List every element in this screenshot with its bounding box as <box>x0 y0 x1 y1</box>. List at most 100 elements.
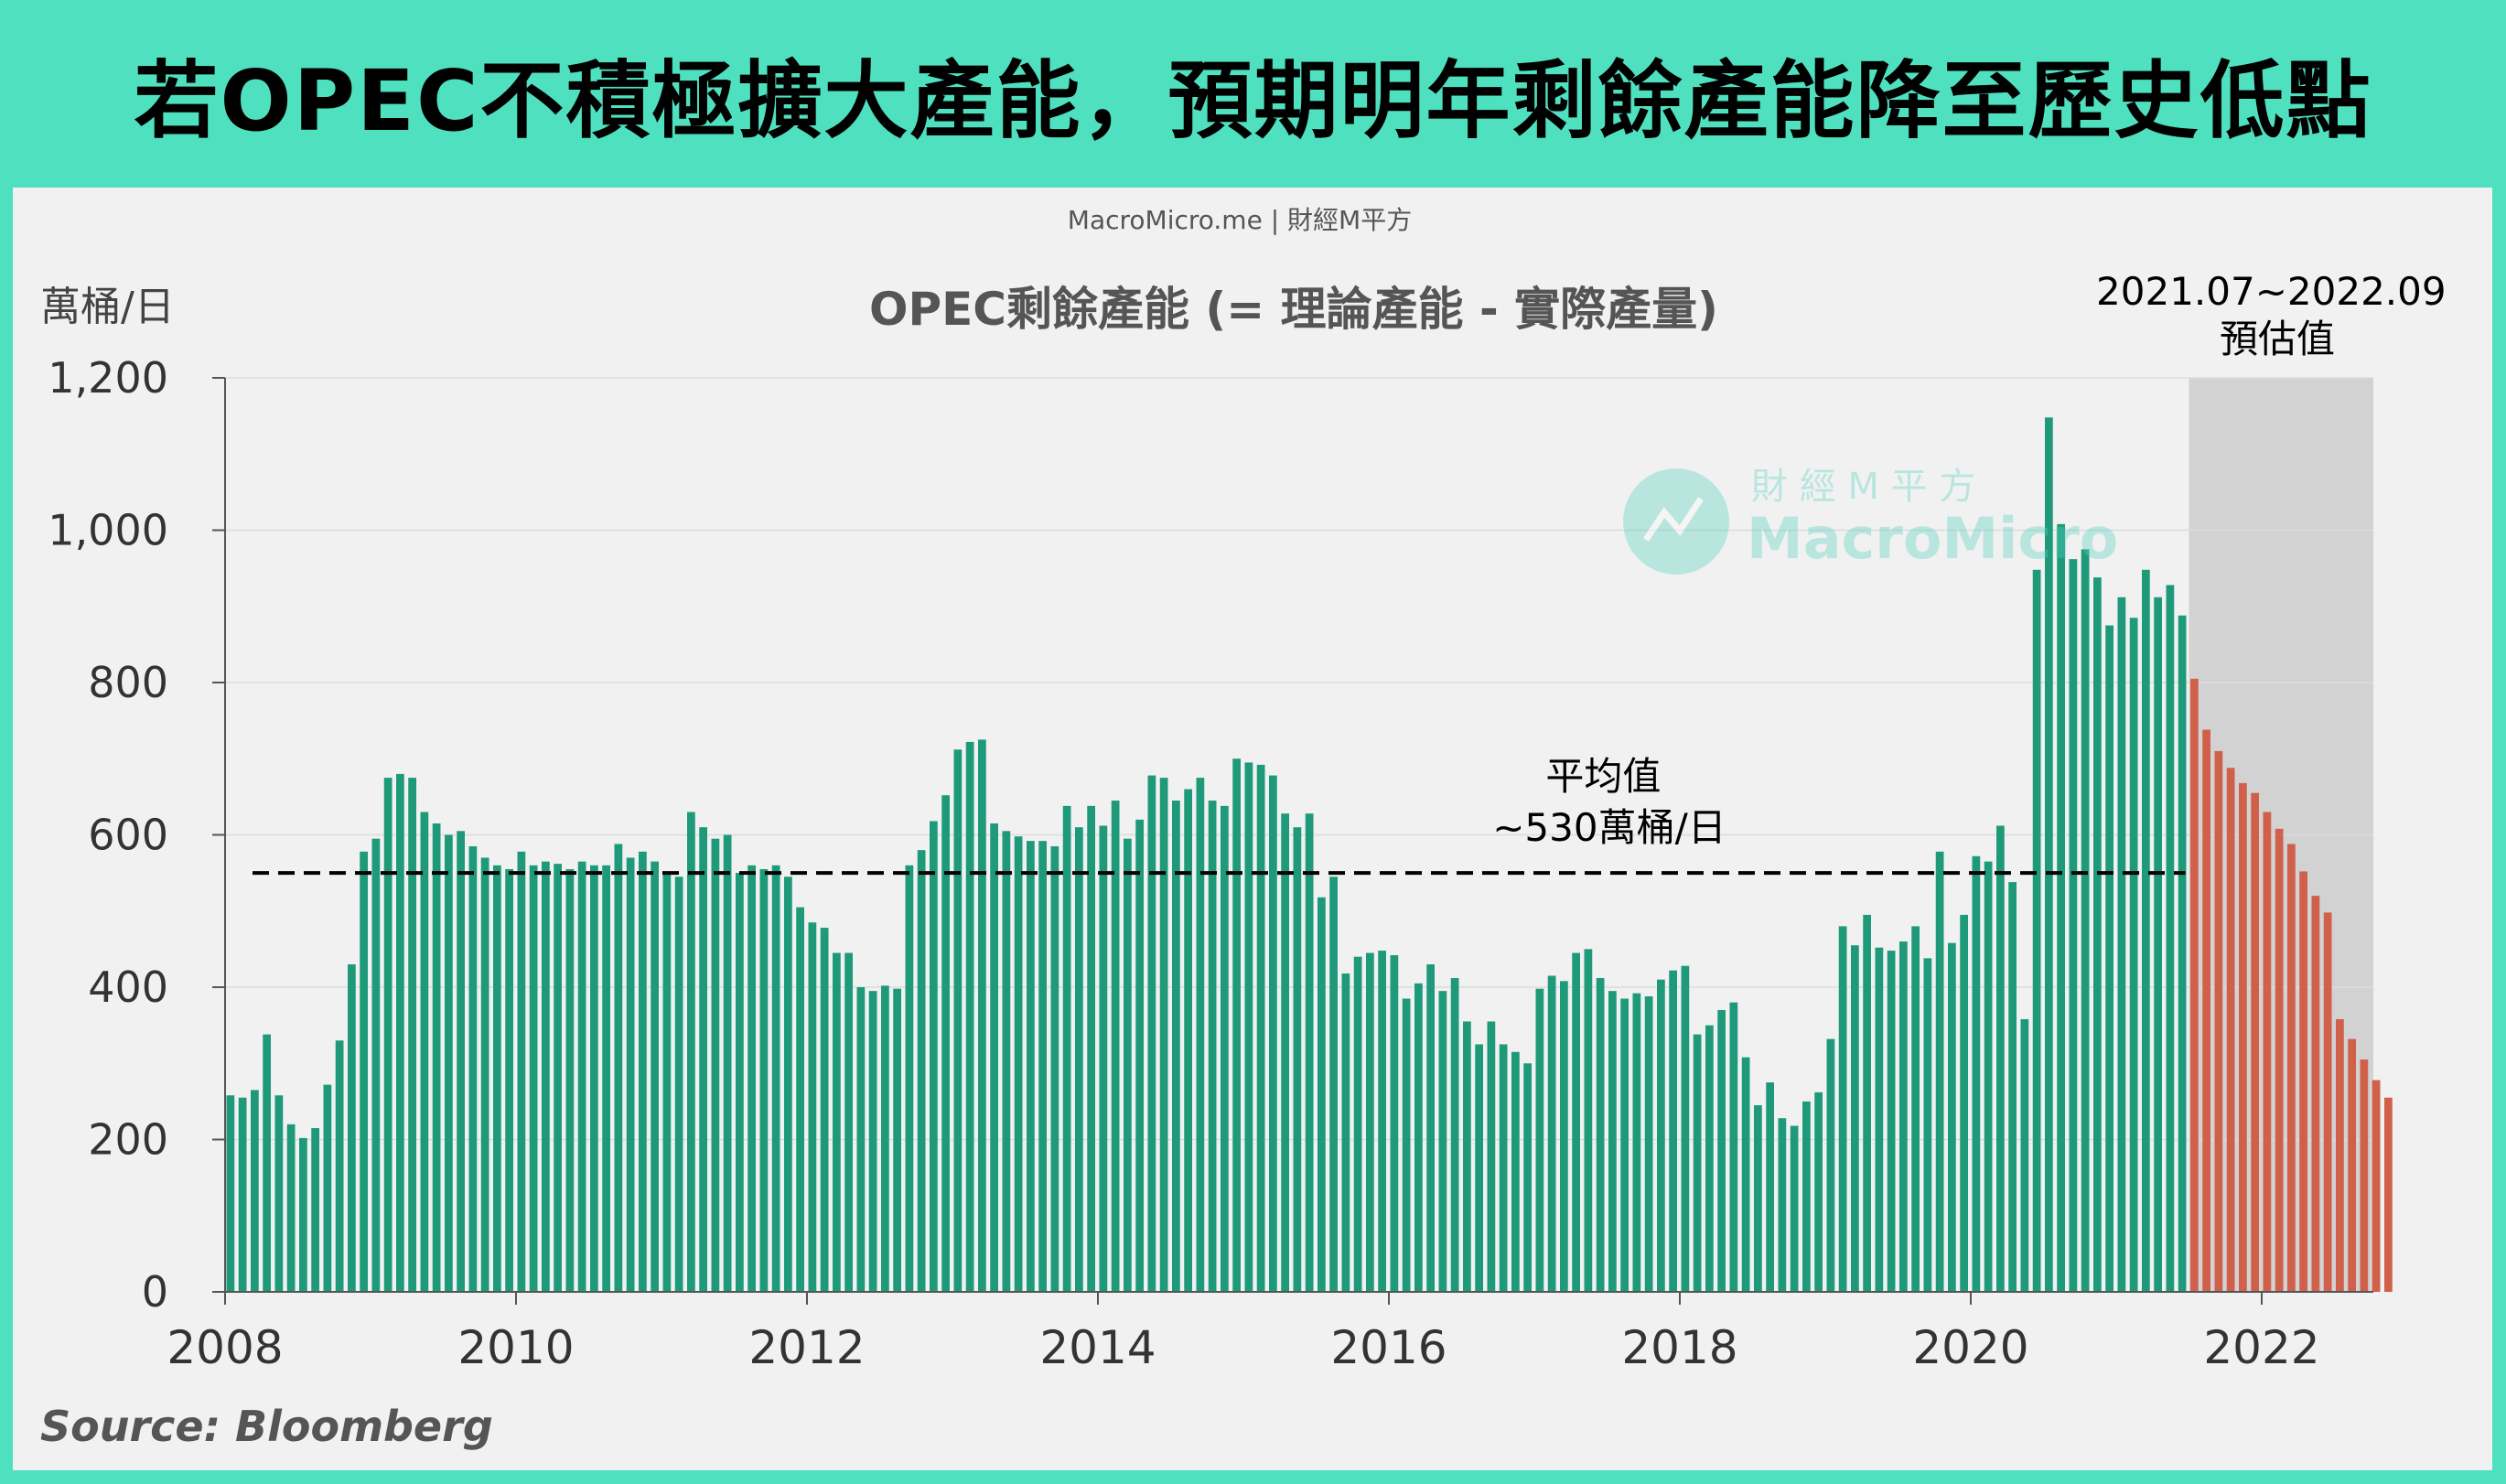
x-tick-label: 2008 <box>167 1321 283 1374</box>
chart-svg: 0 200 400 600 800 1,000 1,200 2008 2010 2012 2014… <box>40 205 2447 1451</box>
bar <box>468 845 478 1292</box>
bar <box>1269 775 1277 1292</box>
bar <box>1281 813 1289 1292</box>
bar <box>577 861 586 1292</box>
watermark-cn: 財 經 M 平 方 <box>1751 466 1975 508</box>
forecast-label-line1: 2021.07~2022.09 <box>2096 269 2447 314</box>
bar <box>1426 964 1435 1292</box>
bar <box>1693 1034 1702 1292</box>
bar <box>1414 983 1423 1292</box>
bar <box>2311 896 2320 1292</box>
bar <box>565 868 575 1292</box>
bar <box>2020 1018 2029 1292</box>
bar <box>1487 1021 1496 1292</box>
bars <box>226 417 2393 1292</box>
bar <box>953 749 963 1292</box>
bar <box>1075 827 1083 1292</box>
y-tick-label: 1,000 <box>48 506 168 555</box>
bar <box>1159 778 1168 1292</box>
bar <box>2069 559 2078 1292</box>
bar <box>1523 1063 1532 1292</box>
bar <box>1984 861 1993 1292</box>
x-tick-label: 2018 <box>1621 1321 1737 1374</box>
bar <box>480 857 489 1292</box>
bar <box>1790 1125 1799 1292</box>
bar <box>493 865 501 1292</box>
x-tick-label: 2010 <box>457 1321 574 1374</box>
y-tick-label: 1,200 <box>48 353 168 403</box>
bar <box>286 1124 296 1292</box>
bar <box>1814 1091 1823 1292</box>
bar <box>1318 897 1326 1292</box>
bar <box>1911 926 1920 1292</box>
bar <box>2360 1059 2369 1292</box>
bar <box>1935 851 1944 1292</box>
bar <box>2336 1018 2344 1292</box>
bar <box>1644 995 1653 1292</box>
bar <box>554 864 562 1292</box>
bar <box>941 795 950 1292</box>
watermark-en: MacroMicro <box>1747 505 2118 572</box>
bar <box>905 865 914 1292</box>
bar <box>2299 871 2307 1292</box>
x-tick-label: 2020 <box>1912 1321 2028 1374</box>
bar <box>2081 549 2090 1292</box>
bar <box>1754 1105 1762 1292</box>
bar <box>335 1040 344 1292</box>
y-tick-label: 200 <box>88 1115 168 1165</box>
bar <box>238 1097 247 1292</box>
bar <box>1014 836 1023 1292</box>
bar <box>1729 1002 1738 1292</box>
bar <box>1038 841 1047 1292</box>
bar <box>1062 805 1071 1292</box>
bar <box>1438 991 1447 1292</box>
bar <box>1172 801 1180 1292</box>
bar <box>1596 978 1605 1292</box>
bar <box>747 865 756 1292</box>
bar <box>2032 569 2041 1292</box>
credit: MacroMicro.me | 財經M平方 <box>1068 205 1412 235</box>
bar <box>1948 942 1956 1292</box>
bar <box>1669 970 1677 1292</box>
bar <box>2239 782 2247 1292</box>
bar <box>1208 801 1217 1292</box>
bar <box>1887 951 1896 1292</box>
bar <box>1341 973 1350 1292</box>
bar <box>1572 952 1580 1292</box>
bar <box>1838 926 1847 1292</box>
bar <box>796 907 804 1292</box>
bar <box>1087 805 1095 1292</box>
bar <box>1305 813 1314 1292</box>
bar <box>1099 825 1108 1292</box>
bar <box>1124 838 1132 1292</box>
bar <box>2093 577 2102 1292</box>
bar <box>711 838 720 1292</box>
bar <box>1802 1101 1811 1292</box>
bar <box>723 834 732 1292</box>
axes <box>224 378 2373 1305</box>
bar <box>2287 844 2296 1292</box>
bar <box>383 778 393 1292</box>
bar <box>1135 819 1144 1292</box>
bar <box>1196 778 1205 1292</box>
bar <box>965 741 974 1292</box>
bar <box>1741 1057 1750 1292</box>
bar <box>2263 812 2272 1292</box>
bar <box>602 865 610 1292</box>
bar <box>505 868 513 1292</box>
bar <box>662 874 672 1292</box>
watermark-zigzag <box>1643 497 1704 542</box>
bar <box>274 1095 284 1292</box>
x-tick-label: 2016 <box>1330 1321 1447 1374</box>
bar <box>348 964 356 1292</box>
bar <box>626 857 635 1292</box>
bar <box>1353 956 1362 1292</box>
bar <box>1499 1044 1508 1292</box>
bar <box>360 851 368 1292</box>
bar <box>396 773 404 1292</box>
y-tick-label: 0 <box>142 1267 168 1317</box>
bar <box>299 1137 307 1292</box>
bar <box>1002 831 1011 1292</box>
bar <box>784 876 792 1292</box>
bar <box>1027 841 1035 1292</box>
